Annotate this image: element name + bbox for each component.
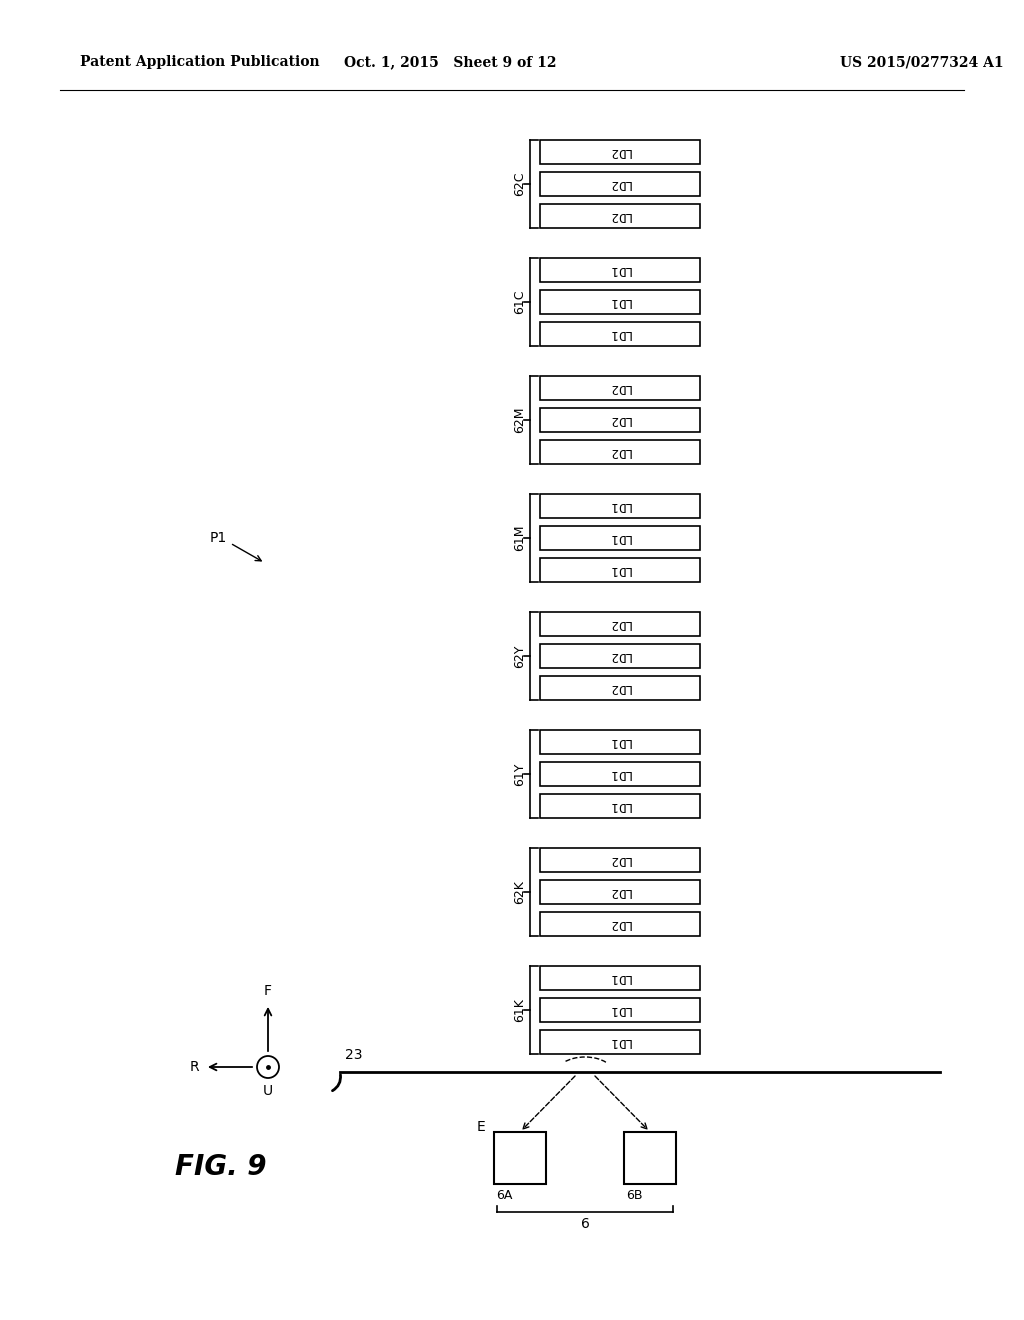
Text: Oct. 1, 2015   Sheet 9 of 12: Oct. 1, 2015 Sheet 9 of 12: [344, 55, 556, 69]
Text: LD1: LD1: [608, 532, 631, 544]
Text: LD2: LD2: [608, 145, 631, 158]
Bar: [540, 676, 700, 700]
Bar: [540, 408, 700, 432]
Bar: [540, 847, 700, 873]
Bar: [540, 257, 700, 282]
Text: LD2: LD2: [608, 618, 631, 631]
Bar: [540, 998, 700, 1022]
Text: 23: 23: [345, 1048, 362, 1063]
Text: LD2: LD2: [608, 381, 631, 395]
Text: 61K: 61K: [513, 998, 526, 1022]
Text: 61M: 61M: [513, 525, 526, 552]
Text: 62C: 62C: [513, 172, 526, 197]
Bar: [540, 795, 700, 818]
Bar: [540, 730, 700, 754]
Text: 62Y: 62Y: [513, 644, 526, 668]
Text: 62K: 62K: [513, 880, 526, 904]
Text: LD1: LD1: [608, 499, 631, 512]
Text: FIG. 9: FIG. 9: [175, 1152, 266, 1181]
Text: 61C: 61C: [513, 290, 526, 314]
Text: 61Y: 61Y: [513, 763, 526, 785]
Text: LD2: LD2: [608, 886, 631, 899]
Text: U: U: [263, 1084, 273, 1098]
Text: LD2: LD2: [608, 446, 631, 458]
Text: 6B: 6B: [626, 1189, 642, 1203]
Bar: [540, 558, 700, 582]
Bar: [540, 644, 700, 668]
Bar: [540, 1030, 700, 1053]
Bar: [540, 140, 700, 164]
Text: P1: P1: [210, 531, 227, 545]
Bar: [540, 172, 700, 195]
Text: LD1: LD1: [608, 1035, 631, 1048]
Bar: [624, 1133, 676, 1184]
Text: LD1: LD1: [608, 327, 631, 341]
Text: Patent Application Publication: Patent Application Publication: [80, 55, 319, 69]
Bar: [540, 205, 700, 228]
Bar: [540, 966, 700, 990]
Text: 62M: 62M: [513, 407, 526, 433]
Text: R: R: [189, 1060, 199, 1074]
Text: LD2: LD2: [608, 854, 631, 866]
Text: LD2: LD2: [608, 649, 631, 663]
Bar: [540, 440, 700, 465]
Bar: [540, 494, 700, 517]
Text: LD2: LD2: [608, 681, 631, 694]
Text: LD1: LD1: [608, 800, 631, 813]
Text: LD2: LD2: [608, 210, 631, 223]
Bar: [540, 912, 700, 936]
Bar: [540, 880, 700, 904]
Text: F: F: [264, 983, 272, 998]
Text: US 2015/0277324 A1: US 2015/0277324 A1: [840, 55, 1004, 69]
Bar: [540, 290, 700, 314]
Text: LD1: LD1: [608, 564, 631, 577]
Text: LD1: LD1: [608, 264, 631, 276]
Text: 6A: 6A: [496, 1189, 512, 1203]
Text: LD2: LD2: [608, 177, 631, 190]
Bar: [540, 322, 700, 346]
Text: 6: 6: [581, 1217, 590, 1232]
Bar: [494, 1133, 546, 1184]
Bar: [540, 376, 700, 400]
Bar: [540, 525, 700, 550]
Bar: [540, 612, 700, 636]
Text: LD1: LD1: [608, 767, 631, 780]
Text: LD2: LD2: [608, 917, 631, 931]
Text: LD2: LD2: [608, 413, 631, 426]
Text: LD1: LD1: [608, 296, 631, 309]
Text: E: E: [476, 1119, 485, 1134]
Text: LD1: LD1: [608, 972, 631, 985]
Bar: [540, 762, 700, 785]
Text: LD1: LD1: [608, 1003, 631, 1016]
Text: LD1: LD1: [608, 735, 631, 748]
